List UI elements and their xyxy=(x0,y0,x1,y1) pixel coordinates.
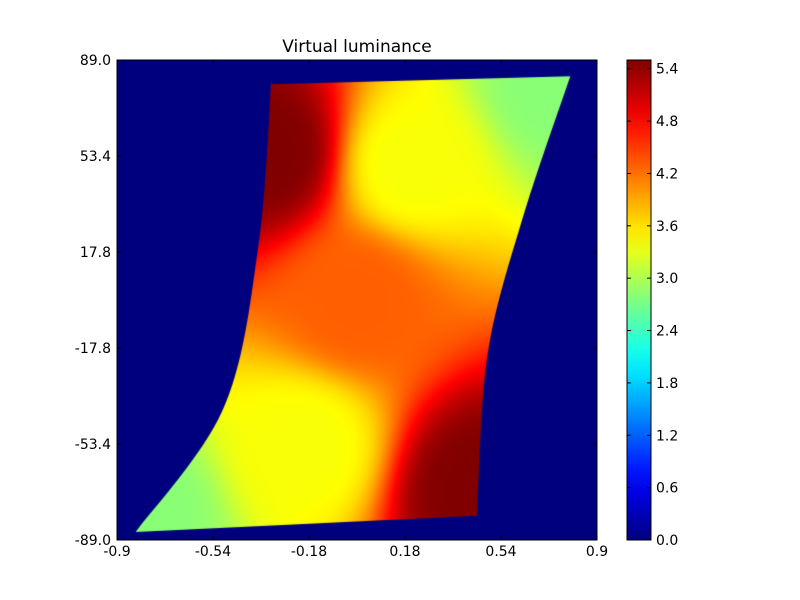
y-tick-label: -53.4 xyxy=(75,437,111,453)
plot-area: -0.9 -0.54 -0.18 0.18 0.54 0.9 89.0 53.4 17.8 -1… xyxy=(75,53,608,560)
x-tick-label: -0.18 xyxy=(291,544,327,560)
y-tick-label: 17.8 xyxy=(80,245,111,261)
x-axis: -0.9 -0.54 -0.18 0.18 0.54 0.9 xyxy=(103,60,608,560)
colorbar-tick-label: 3.0 xyxy=(656,271,678,287)
x-tick-label: 0.54 xyxy=(485,544,516,560)
colorbar-gradient xyxy=(627,60,651,540)
y-axis: 89.0 53.4 17.8 -17.8 -53.4 -89.0 xyxy=(75,53,597,549)
y-tick-label: 89.0 xyxy=(80,53,111,69)
colorbar-tick-label: 4.8 xyxy=(656,114,678,130)
y-tick-label: 53.4 xyxy=(80,149,111,165)
y-tick-label: -17.8 xyxy=(75,341,111,357)
colorbar-tick-label: 5.4 xyxy=(656,62,678,78)
colorbar-tick-label: 4.2 xyxy=(656,166,678,182)
colorbar-frame xyxy=(626,59,652,541)
x-tick-label: -0.9 xyxy=(103,544,130,560)
luminance-heatmap xyxy=(117,60,597,540)
colorbar: 0.0 0.6 1.2 1.8 2.4 3.0 3.6 4.2 4.8 5.4 xyxy=(626,59,678,549)
plot-frame xyxy=(116,59,598,541)
y-tick-label: -89.0 xyxy=(75,533,111,549)
colorbar-ticks: 0.0 0.6 1.2 1.8 2.4 3.0 3.6 4.2 4.8 5.4 xyxy=(627,62,678,549)
colorbar-tick-label: 1.2 xyxy=(656,428,678,444)
colorbar-tick-label: 0.0 xyxy=(656,533,678,549)
x-tick-label: -0.54 xyxy=(195,544,231,560)
colorbar-tick-label: 0.6 xyxy=(656,481,678,497)
colorbar-tick-label: 3.6 xyxy=(656,219,678,235)
colorbar-tick-label: 2.4 xyxy=(656,324,678,340)
colorbar-tick-label: 1.8 xyxy=(656,376,678,392)
chart-title: Virtual luminance xyxy=(282,37,432,57)
x-tick-label: 0.9 xyxy=(586,544,608,560)
x-tick-label: 0.18 xyxy=(389,544,420,560)
